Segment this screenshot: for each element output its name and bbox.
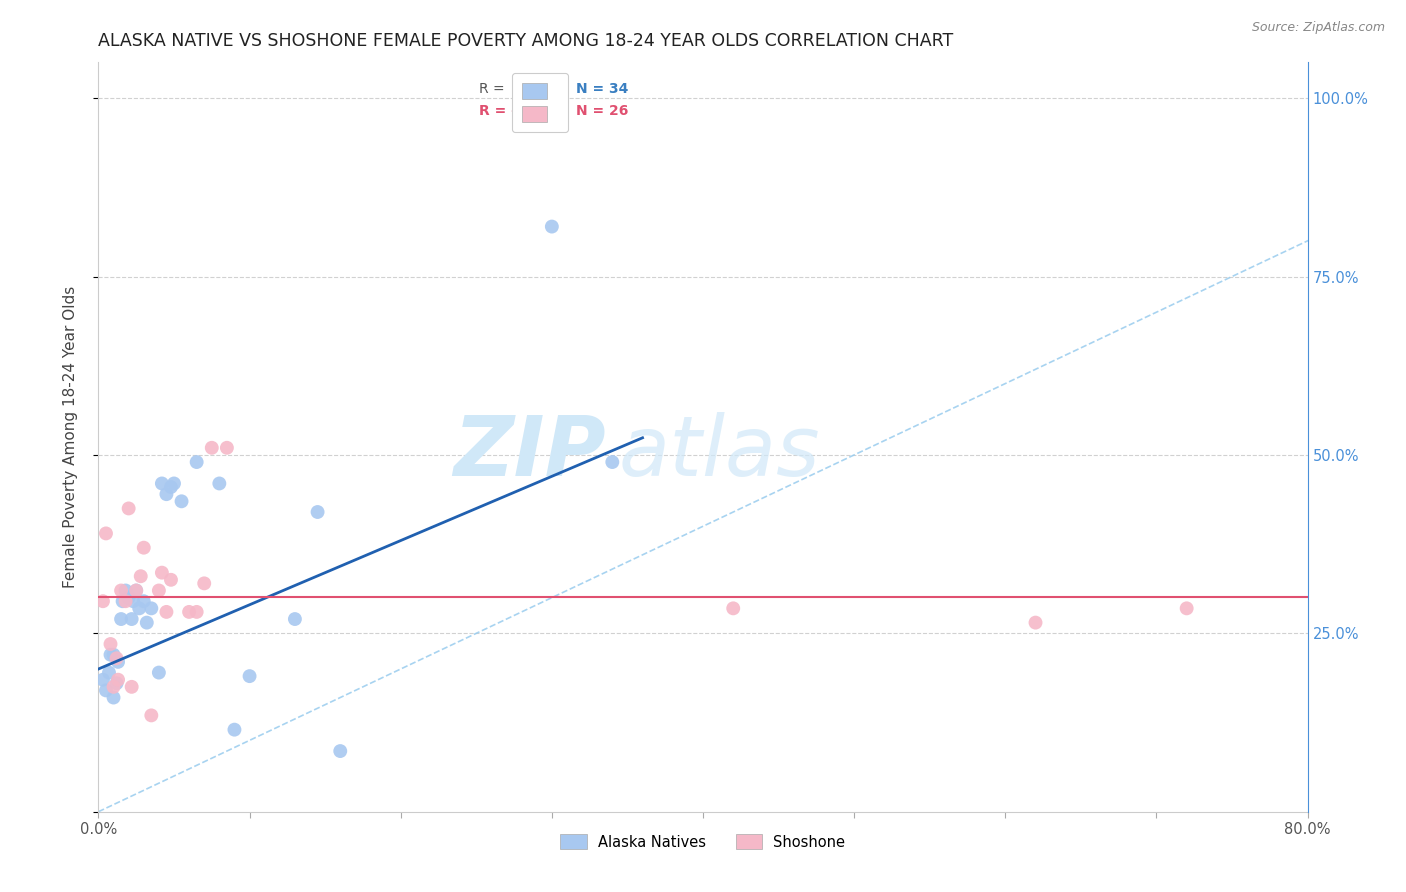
- Point: [208, 476, 231, 491]
- Point: [129, 569, 152, 583]
- Legend: Alaska Natives, Shoshone: Alaska Natives, Shoshone: [553, 827, 853, 857]
- Point: [540, 219, 562, 234]
- Point: [91, 673, 114, 687]
- Point: [170, 494, 193, 508]
- Point: [105, 676, 128, 690]
- Point: [125, 583, 148, 598]
- Point: [107, 655, 129, 669]
- Point: [186, 605, 208, 619]
- Point: [107, 673, 129, 687]
- Point: [215, 441, 238, 455]
- Point: [135, 615, 157, 630]
- Point: [98, 665, 121, 680]
- Point: [1024, 615, 1046, 630]
- Point: [155, 487, 177, 501]
- Point: [118, 501, 141, 516]
- Point: [155, 605, 177, 619]
- Point: [125, 583, 148, 598]
- Point: [100, 637, 122, 651]
- Y-axis label: Female Poverty Among 18-24 Year Olds: Female Poverty Among 18-24 Year Olds: [63, 286, 77, 588]
- Point: [132, 594, 155, 608]
- Point: [284, 612, 307, 626]
- Point: [121, 612, 143, 626]
- Point: [132, 541, 155, 555]
- Point: [114, 594, 136, 608]
- Point: [723, 601, 745, 615]
- Point: [150, 566, 173, 580]
- Text: ALASKA NATIVE VS SHOSHONE FEMALE POVERTY AMONG 18-24 YEAR OLDS CORRELATION CHART: ALASKA NATIVE VS SHOSHONE FEMALE POVERTY…: [98, 32, 953, 50]
- Point: [201, 441, 224, 455]
- Point: [602, 455, 624, 469]
- Point: [122, 594, 145, 608]
- Point: [103, 680, 125, 694]
- Point: [148, 583, 170, 598]
- Point: [193, 576, 215, 591]
- Point: [148, 665, 170, 680]
- Point: [111, 594, 134, 608]
- Point: [121, 680, 143, 694]
- Point: [128, 601, 150, 615]
- Point: [150, 476, 173, 491]
- Point: [179, 605, 201, 619]
- Point: [239, 669, 262, 683]
- Point: [110, 612, 132, 626]
- Text: R =: R =: [479, 82, 505, 95]
- Point: [186, 455, 208, 469]
- Point: [100, 648, 122, 662]
- Point: [118, 591, 141, 605]
- Text: N = 34: N = 34: [576, 82, 628, 95]
- Point: [141, 601, 163, 615]
- Point: [94, 683, 117, 698]
- Point: [224, 723, 246, 737]
- Point: [160, 573, 183, 587]
- Text: R = -0.007: R = -0.007: [479, 104, 561, 118]
- Text: N = 26: N = 26: [576, 104, 628, 118]
- Point: [110, 583, 132, 598]
- Text: Source: ZipAtlas.com: Source: ZipAtlas.com: [1251, 21, 1385, 34]
- Point: [94, 526, 117, 541]
- Point: [91, 594, 114, 608]
- Point: [329, 744, 352, 758]
- Point: [163, 476, 186, 491]
- Text: atlas: atlas: [619, 411, 820, 492]
- Point: [105, 651, 128, 665]
- Point: [114, 583, 136, 598]
- Point: [1175, 601, 1198, 615]
- Text: 0.598: 0.598: [516, 82, 560, 95]
- Point: [103, 648, 125, 662]
- Point: [307, 505, 329, 519]
- Point: [141, 708, 163, 723]
- Point: [103, 690, 125, 705]
- Point: [160, 480, 183, 494]
- Text: ZIP: ZIP: [454, 411, 606, 492]
